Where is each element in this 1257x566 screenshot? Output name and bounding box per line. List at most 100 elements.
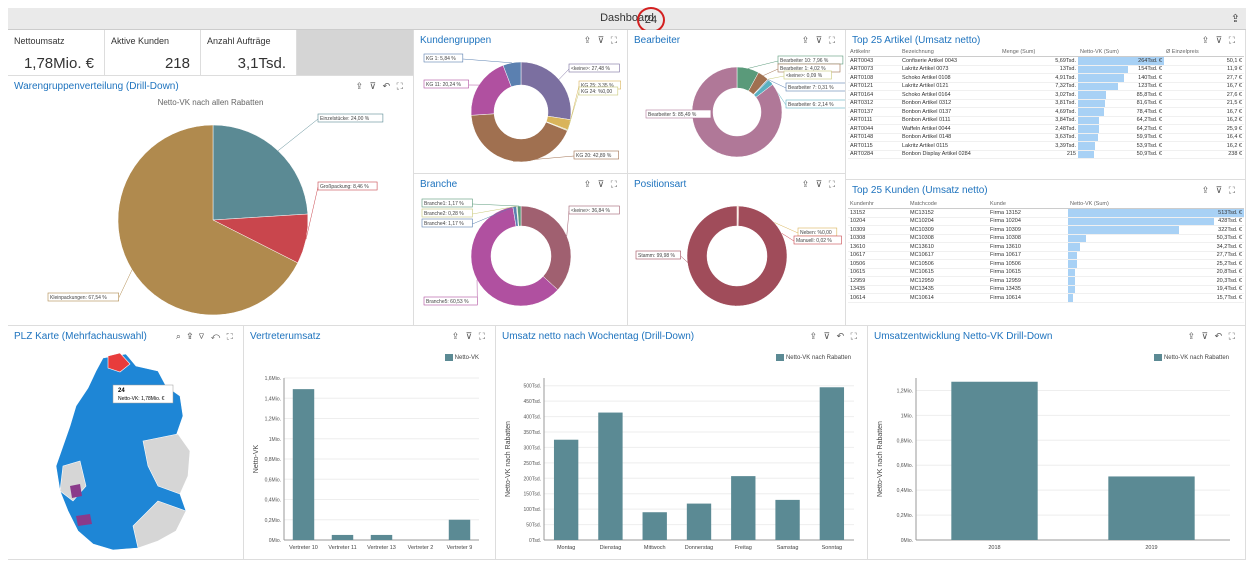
pie-slice-label: Branche5: 60,53 % xyxy=(426,299,469,305)
cell-menge: 2,48Tsd. xyxy=(1000,124,1078,134)
bar[interactable] xyxy=(370,534,393,540)
column-header[interactable]: Menge (Sum) xyxy=(1000,48,1078,57)
donut-chart-kundengruppen[interactable]: <keine>: 27,48 % KG 25: 3,35 %KG 24: %0,0… xyxy=(414,30,628,174)
cell-matchcode: MC10615 xyxy=(908,268,988,277)
table-row[interactable]: 13435 MC13435 Firma 13435 19,4Tsd. € xyxy=(848,285,1244,294)
panel-toolbar-icons[interactable]: ⇪ ⊽ ⛶ xyxy=(451,331,487,341)
table-header-row: Kundenhr Matchcode Kunde Netto-VK (Sum) xyxy=(848,200,1244,209)
table-row[interactable]: ART0284 Bonbon Display Artikel 0284 215 50,… xyxy=(848,150,1244,159)
table-row[interactable]: ART0137 Bonbon Artikel 0137 4,69Tsd. 78,4Ts… xyxy=(848,107,1244,117)
map-region-highlight-2[interactable] xyxy=(76,514,92,526)
cell-netto-vk: 20,3Tsd. € xyxy=(1068,276,1244,286)
bar[interactable] xyxy=(775,499,800,540)
map-region-selected[interactable] xyxy=(107,352,131,373)
kpi-placeholder xyxy=(297,30,414,76)
pie-label-box xyxy=(573,150,619,160)
column-header[interactable]: Kunde xyxy=(988,200,1068,209)
pie-slice[interactable] xyxy=(502,61,522,88)
table-row[interactable]: 12959 MC12959 Firma 12959 20,3Tsd. € xyxy=(848,276,1244,286)
table-row[interactable]: 10614 MC10614 Firma 10614 15,7Tsd. € xyxy=(848,293,1244,303)
pie-slice[interactable] xyxy=(520,61,572,120)
table-row[interactable]: 10617 MC10617 Firma 10617 27,7Tsd. € xyxy=(848,251,1244,260)
table-row[interactable]: ART0115 Lakritz Artikel 0115 3,39Tsd. 53,9T… xyxy=(848,141,1244,151)
table-row[interactable]: ART0164 Schoko Artikel 0164 3,02Tsd. 85,8Ts… xyxy=(848,90,1244,100)
cell-menge: 4,91Tsd. xyxy=(1000,73,1078,83)
bar[interactable] xyxy=(731,476,756,540)
kpi-aktive-kunden[interactable]: Aktive Kunden 218 xyxy=(105,30,201,76)
table-row[interactable]: 13152 MC13152 Firma 13152 513Tsd. € xyxy=(848,208,1244,218)
table-row[interactable]: ART0148 Bonbon Artikel 0148 3,63Tsd. 59,9Ts… xyxy=(848,133,1244,142)
column-header[interactable]: Matchcode xyxy=(908,200,988,209)
kpi-anzahl-auftraege[interactable]: Anzahl Aufträge 3,1Tsd. xyxy=(201,30,297,76)
table-row[interactable]: ART0043 Confiserie Artikel 0043 5,69Tsd. 26… xyxy=(848,56,1244,66)
table-row[interactable]: ART0073 Lakritz Artikel 0073 13Tsd. 154Tsd.… xyxy=(848,65,1244,74)
cell-artikelnr: ART0108 xyxy=(848,73,900,83)
pie-label-box xyxy=(645,109,712,119)
pie-chart-warengruppen[interactable]: Einzelstücke: 24,00 % Großpackung: 8,46 %… xyxy=(8,76,414,326)
column-header[interactable]: Kundenhr xyxy=(848,200,908,209)
table-row[interactable]: 10615 MC10615 Firma 10615 20,8Tsd. € xyxy=(848,268,1244,277)
bar[interactable] xyxy=(553,439,579,540)
map-region-grey-south[interactable] xyxy=(132,500,187,549)
panel-vertreter: Vertreterumsatz ⇪ ⊽ ⛶ Netto-VK 0Mio. 0,2M… xyxy=(244,326,496,560)
panel-toolbar-icons[interactable]: ⇪ ⊽ ↶ ⛶ xyxy=(1187,331,1237,341)
table-row[interactable]: ART0044 Waffeln Artikel 0044 2,48Tsd. 64,2T… xyxy=(848,124,1244,134)
y-tick-label: 1,4Mio. xyxy=(265,396,281,402)
kpi-nettoumsatz[interactable]: Nettoumsatz 1,78Mio. € xyxy=(8,30,105,76)
bar-chart-wochentag[interactable]: 0Tsd. 50Tsd. 100Tsd. 150Tsd. 200Tsd. 250Tsd. 3… xyxy=(496,326,868,560)
panel-toolbar-icons[interactable]: ⇪ ⊽ ⛶ xyxy=(583,35,619,45)
table-row[interactable]: 13610 MC13610 Firma 13610 34,2Tsd. € xyxy=(848,242,1244,252)
bar[interactable] xyxy=(598,412,623,540)
bar-chart-entwicklung[interactable]: 0Mio. 0,2Mio. 0,4Mio. 0,6Mio. 0,8Mio. 1Mio. 1,… xyxy=(868,326,1246,560)
table-row[interactable]: 10308 MC10308 Firma 10308 50,3Tsd. € xyxy=(848,234,1244,243)
panel-toolbar-icons[interactable]: ⇪ ⊽ ↶ ⛶ xyxy=(355,81,405,91)
cell-kunde: Firma 10617 xyxy=(988,251,1068,260)
column-header[interactable]: Netto-VK (Sum) xyxy=(1068,200,1244,209)
bar[interactable] xyxy=(1108,476,1195,540)
panel-toolbar-icons[interactable]: ⇪ ⊽ ⛶ xyxy=(801,35,837,45)
pie-slice[interactable] xyxy=(520,205,572,291)
map-region-highlight-1[interactable] xyxy=(70,484,82,498)
map-region-grey-east[interactable] xyxy=(142,433,191,495)
donut-chart-positionsart[interactable]: Neben: %0,00 Manuell: 0,02 % Stamm: 99,98 … xyxy=(628,174,846,326)
panel-toolbar-icons[interactable]: ⌕ ⇪ ⊽ ↶ ⛶ xyxy=(175,331,235,341)
column-header[interactable]: Ø Einzelpreis xyxy=(1164,48,1244,57)
cell-bezeichnung: Bonbon Artikel 0312 xyxy=(900,99,1000,108)
bar[interactable] xyxy=(642,512,667,540)
panel-toolbar-icons[interactable]: ⇪ ⊽ ⛶ xyxy=(801,179,837,189)
bar[interactable] xyxy=(951,381,1038,540)
table-row[interactable]: ART0108 Schoko Artikel 0108 4,91Tsd. 140Tsd… xyxy=(848,73,1244,83)
germany-map[interactable]: 24 Netto-VK: 1,78Mio. € xyxy=(8,326,244,560)
bar[interactable] xyxy=(448,519,471,540)
y-axis-label: Netto-VK nach Rabatten xyxy=(877,421,884,497)
pie-slice[interactable] xyxy=(212,124,309,221)
table-row[interactable]: ART0121 Lakritz Artikel 0121 7,32Tsd. 123Ts… xyxy=(848,82,1244,91)
bar[interactable] xyxy=(686,503,712,540)
panel-toolbar-icons[interactable]: ⇪ ⊽ ⛶ xyxy=(1201,185,1237,195)
panel-toolbar-icons[interactable]: ⇪ ⊽ ↶ ⛶ xyxy=(809,331,859,341)
column-header[interactable]: Netto-VK (Sum) xyxy=(1078,48,1164,57)
bar-chart-vertreter[interactable]: 0Mio. 0,2Mio. 0,4Mio. 0,6Mio. 0,8Mio. 1Mio. 1,… xyxy=(244,326,496,560)
table-row[interactable]: 10506 MC10506 Firma 10506 25,2Tsd. € xyxy=(848,259,1244,269)
table-row[interactable]: 10204 MC10204 Firma 10204 428Tsd. € xyxy=(848,217,1244,226)
bar[interactable] xyxy=(819,387,845,540)
kpi-title: Anzahl Aufträge xyxy=(207,36,271,46)
cell-kunde: Firma 10614 xyxy=(988,293,1068,303)
donut-chart-branche[interactable]: <keine>: 36,84 % Branche5: 60,53 % Branche… xyxy=(414,174,628,326)
table-row[interactable]: ART0111 Bonbon Artikel 0111 3,84Tsd. 64,2Ts… xyxy=(848,116,1244,125)
pie-slice[interactable] xyxy=(470,113,568,163)
pie-slice[interactable] xyxy=(686,205,788,307)
column-header[interactable]: Bezeichnung xyxy=(900,48,1000,57)
bar[interactable] xyxy=(331,534,354,540)
pie-slice[interactable] xyxy=(470,64,512,116)
panel-toolbar-icons[interactable]: ⇪ ⊽ ⛶ xyxy=(1201,35,1237,45)
export-icon[interactable]: ⇪ xyxy=(1230,13,1240,25)
bar[interactable] xyxy=(292,389,315,540)
donut-chart-bearbeiter[interactable]: Bearbeiter 10: 7,96 % Bearbeiter 1: 4,02 … xyxy=(628,30,846,174)
panel-toolbar-icons[interactable]: ⇪ ⊽ ⛶ xyxy=(583,179,619,189)
pie-slice[interactable] xyxy=(691,66,783,158)
table-row[interactable]: 10309 MC10309 Firma 10309 322Tsd. € xyxy=(848,225,1244,235)
column-header[interactable]: Artikelnr xyxy=(848,48,900,57)
table-row[interactable]: ART0312 Bonbon Artikel 0312 3,81Tsd. 81,6Ts… xyxy=(848,99,1244,108)
panel-title: Warengruppenverteilung (Drill-Down) xyxy=(14,81,179,92)
